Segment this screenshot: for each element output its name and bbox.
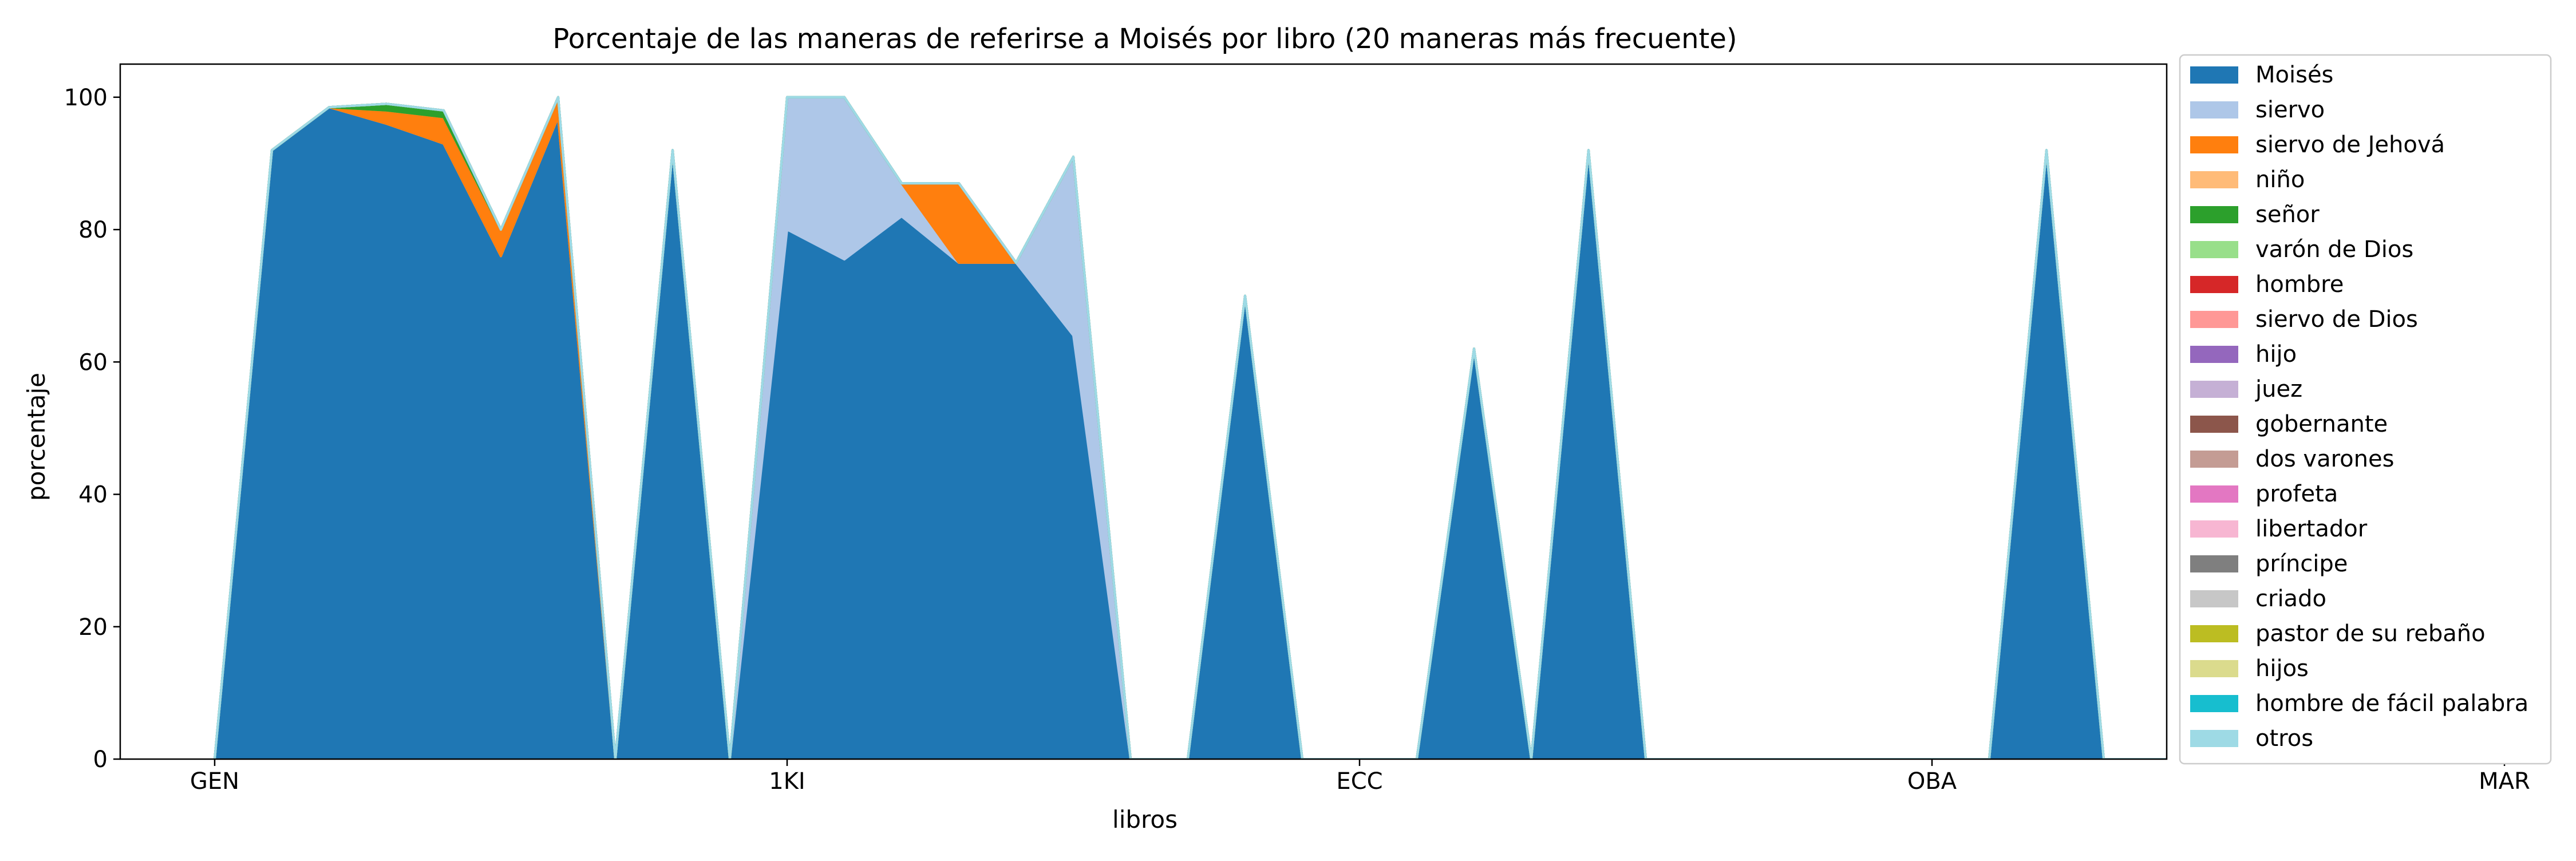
plot-frame	[119, 63, 2168, 760]
y-tick-label: 20	[78, 614, 108, 641]
legend-label-siervo-de-dios: siervo de Dios	[2255, 306, 2418, 333]
legend: Moisés siervo siervo de Jehová niño señor var…	[2179, 54, 2552, 765]
legend-swatch-otros	[2190, 730, 2238, 747]
legend-label-moises: Moisés	[2255, 62, 2333, 88]
x-tick-label: 1KI	[769, 768, 805, 795]
legend-swatch-principe	[2190, 555, 2238, 572]
legend-swatch-pastor-de-su-rebano	[2190, 625, 2238, 642]
legend-label-otros: otros	[2255, 725, 2313, 752]
legend-label-siervo: siervo	[2255, 97, 2325, 123]
legend-swatch-criado	[2190, 590, 2238, 607]
legend-swatch-hombre	[2190, 276, 2238, 293]
y-tick-label: 100	[64, 85, 108, 111]
legend-label-profeta: profeta	[2255, 481, 2338, 507]
legend-label-pastor-de-su-rebano: pastor de su rebaño	[2255, 621, 2486, 647]
legend-swatch-profeta	[2190, 485, 2238, 503]
x-axis-label: libros	[1112, 805, 1178, 834]
y-tick-label: 0	[93, 747, 108, 773]
legend-label-nino: niño	[2255, 167, 2305, 193]
legend-swatch-hijos	[2190, 660, 2238, 677]
legend-swatch-varon-de-dios	[2190, 241, 2238, 258]
legend-label-gobernante: gobernante	[2255, 411, 2388, 437]
y-tick-label: 60	[78, 349, 108, 376]
legend-swatch-hombre-de-facil-palabra	[2190, 695, 2238, 712]
x-tick-label: MAR	[2479, 768, 2530, 795]
legend-label-libertador: libertador	[2255, 516, 2368, 542]
x-tick-label: ECC	[1336, 768, 1382, 795]
legend-swatch-juez	[2190, 381, 2238, 398]
legend-swatch-siervo-de-dios	[2190, 311, 2238, 328]
legend-label-hombre: hombre	[2255, 271, 2344, 298]
legend-label-varon-de-dios: varón de Dios	[2255, 236, 2413, 263]
legend-label-hombre-de-facil-palabra: hombre de fácil palabra	[2255, 690, 2528, 717]
area-otros	[214, 96, 2167, 759]
legend-swatch-senor	[2190, 206, 2238, 223]
legend-label-siervo-de-jehova: siervo de Jehová	[2255, 132, 2445, 158]
legend-swatch-siervo	[2190, 101, 2238, 119]
x-tick-label: OBA	[1907, 768, 1957, 795]
legend-label-hijos: hijos	[2255, 655, 2309, 682]
legend-swatch-moises	[2190, 66, 2238, 84]
legend-swatch-nino	[2190, 171, 2238, 188]
y-tick-label: 40	[78, 482, 108, 508]
y-axis-label: porcentaje	[22, 373, 50, 501]
legend-frame	[2179, 54, 2552, 765]
legend-swatch-gobernante	[2190, 416, 2238, 433]
x-tick-label: GEN	[190, 768, 239, 795]
legend-label-criado: criado	[2255, 586, 2326, 612]
legend-swatch-hijo	[2190, 346, 2238, 363]
legend-label-principe: príncipe	[2255, 551, 2348, 577]
legend-swatch-siervo-de-jehova	[2190, 136, 2238, 153]
chart-title: Porcentaje de las maneras de referirse a…	[552, 23, 1737, 55]
legend-label-hijo: hijo	[2255, 341, 2297, 368]
y-tick-label: 80	[78, 217, 108, 243]
legend-label-dos-varones: dos varones	[2255, 446, 2394, 472]
area-group	[214, 96, 2167, 759]
legend-swatch-libertador	[2190, 520, 2238, 538]
legend-swatch-dos-varones	[2190, 451, 2238, 468]
legend-label-juez: juez	[2255, 376, 2302, 402]
legend-label-senor: señor	[2255, 202, 2320, 228]
